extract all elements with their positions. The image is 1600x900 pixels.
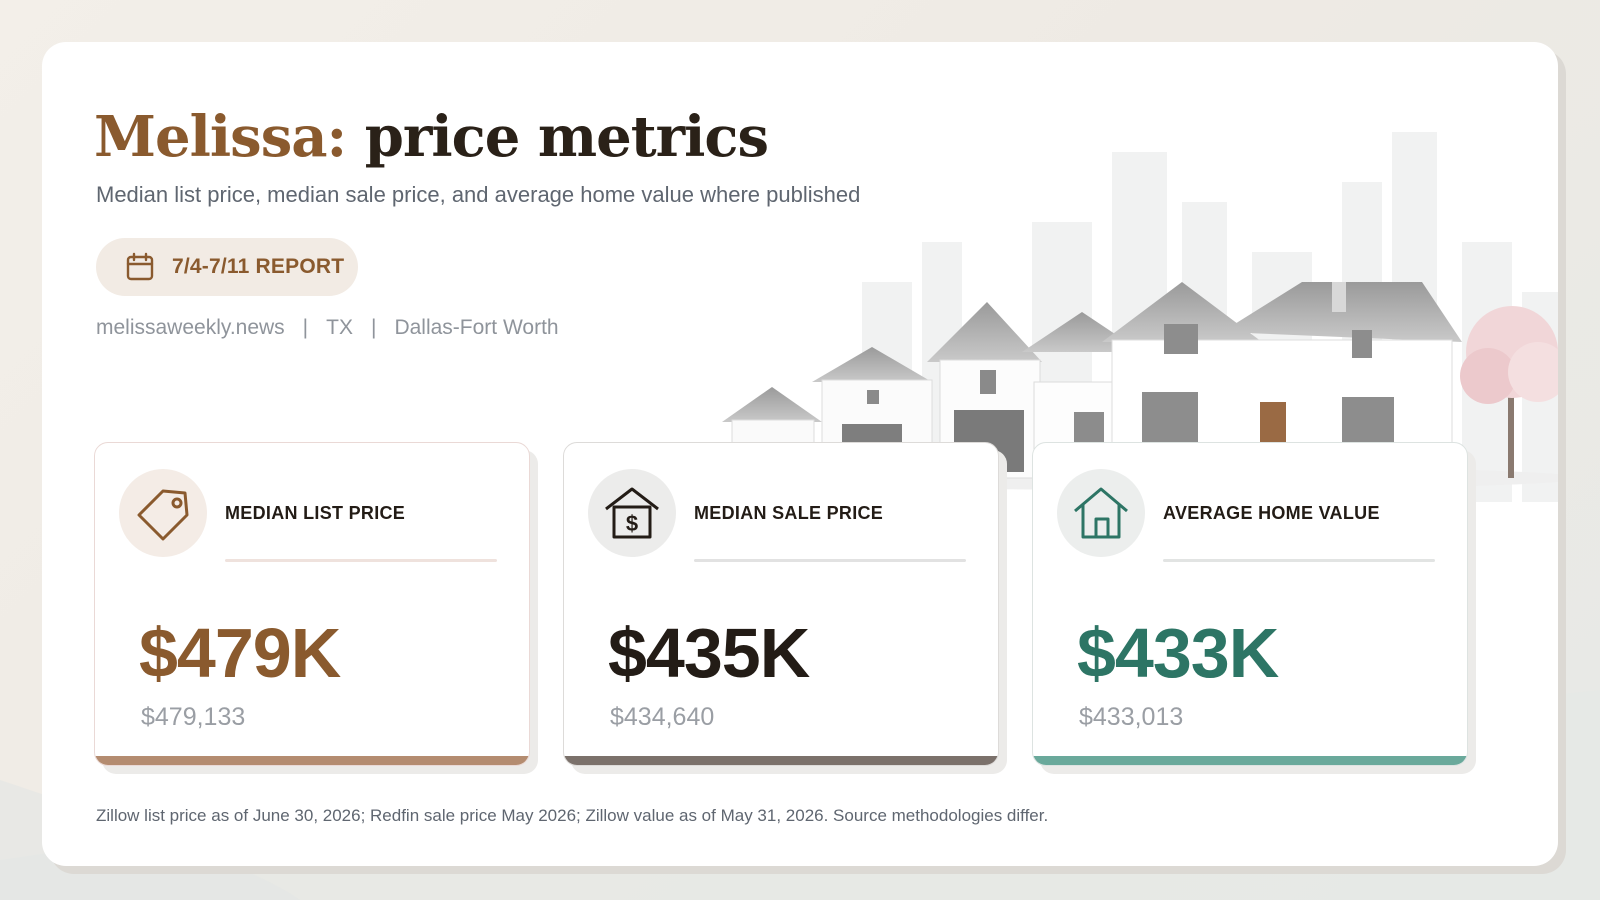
page-title: Melissa: price metrics xyxy=(94,104,769,170)
home-icon xyxy=(1074,487,1128,539)
metric-label: AVERAGE HOME VALUE xyxy=(1163,503,1380,523)
page-subtitle: Median list price, median sale price, an… xyxy=(96,182,861,207)
source-footnote: Zillow list price as of June 30, 2026; R… xyxy=(96,806,1049,825)
title-rest: price metrics xyxy=(364,104,769,170)
metric-value: $433K xyxy=(1077,614,1279,692)
meta-separator: | xyxy=(370,316,377,339)
house-dollar-icon: $ xyxy=(605,487,659,539)
metric-card-median-sale-price: $ MEDIAN SALE PRICE $435K $434,640 xyxy=(563,442,1007,774)
metric-exact-value: $479,133 xyxy=(141,703,246,731)
report-date-label: 7/4-7/11 REPORT xyxy=(172,255,345,278)
metric-card-average-home-value: AVERAGE HOME VALUE $433K $433,013 xyxy=(1032,442,1476,774)
card-accent-bar xyxy=(564,756,998,765)
card-accent-bar xyxy=(95,756,529,765)
icon-badge xyxy=(1057,469,1145,557)
calendar-icon xyxy=(126,252,154,281)
metric-card-median-list-price: MEDIAN LIST PRICE $479K $479,133 xyxy=(94,442,538,774)
title-place: Melissa: xyxy=(94,104,347,170)
svg-text:$: $ xyxy=(626,511,638,536)
report-panel: Melissa: price metrics Median list price… xyxy=(42,42,1558,866)
metric-value: $479K xyxy=(139,614,341,692)
price-tag-icon xyxy=(137,489,189,541)
report-date-pill: 7/4-7/11 REPORT xyxy=(96,238,358,296)
icon-badge: $ xyxy=(588,469,676,557)
metric-exact-value: $434,640 xyxy=(610,703,715,731)
metric-label: MEDIAN SALE PRICE xyxy=(694,503,884,523)
source-state: TX xyxy=(326,316,353,339)
card-accent-bar xyxy=(1033,756,1467,765)
metric-value: $435K xyxy=(608,614,810,692)
source-site: melissaweekly.news xyxy=(96,316,285,339)
metric-label: MEDIAN LIST PRICE xyxy=(225,503,406,523)
source-meta: melissaweekly.news | TX | Dallas-Fort Worth xyxy=(96,316,559,340)
source-metro: Dallas-Fort Worth xyxy=(394,316,559,339)
icon-badge xyxy=(119,469,207,557)
metric-exact-value: $433,013 xyxy=(1079,703,1184,731)
meta-separator: | xyxy=(302,316,309,339)
